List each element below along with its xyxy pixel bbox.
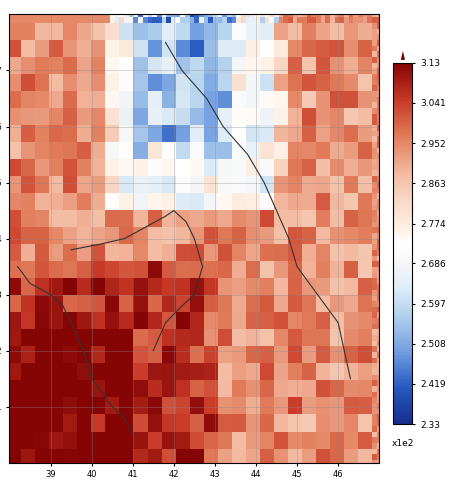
Text: x1e2: x1e2	[392, 439, 414, 448]
